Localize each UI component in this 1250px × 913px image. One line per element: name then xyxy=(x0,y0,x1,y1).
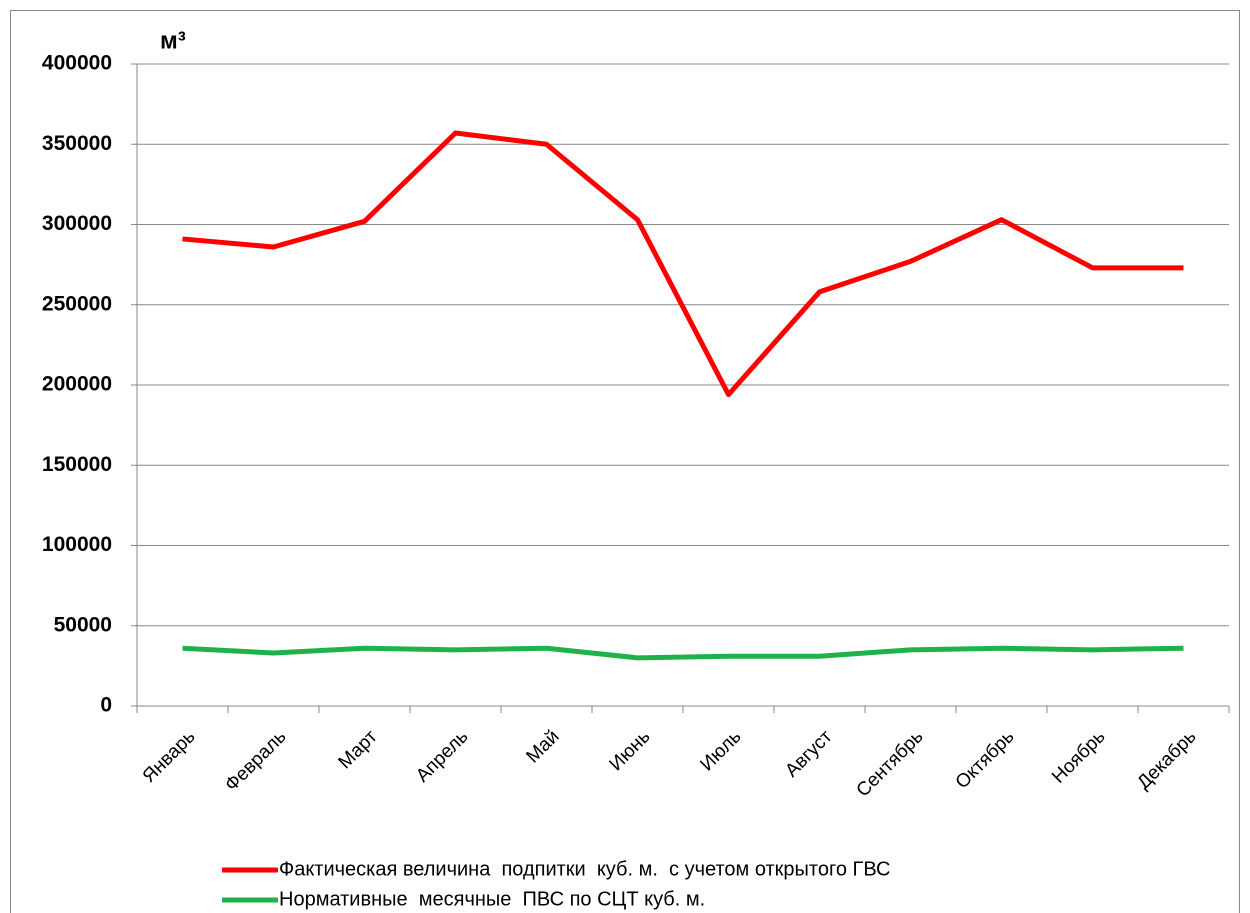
y-tick-label: 400000 xyxy=(42,52,112,75)
y-tick-label: 50000 xyxy=(54,613,112,636)
data-line xyxy=(182,130,1184,398)
y-tick-label: 100000 xyxy=(42,533,112,556)
y-tick-label: 0 xyxy=(100,694,112,717)
legend-label: Фактическая величина подпитки куб. м. с … xyxy=(279,858,890,880)
y-tick-label: 200000 xyxy=(42,373,112,396)
y-tick-label: 150000 xyxy=(42,453,112,476)
y-tick-label: 350000 xyxy=(42,132,112,155)
chart-frame xyxy=(10,10,1240,913)
y-tick-label: 300000 xyxy=(42,212,112,235)
y-axis-label: м³ xyxy=(160,27,186,54)
y-tick-label: 250000 xyxy=(42,292,112,315)
data-line xyxy=(182,645,1184,661)
legend-label: Нормативные месячные ПВС по СЦТ куб. м. xyxy=(279,888,705,910)
